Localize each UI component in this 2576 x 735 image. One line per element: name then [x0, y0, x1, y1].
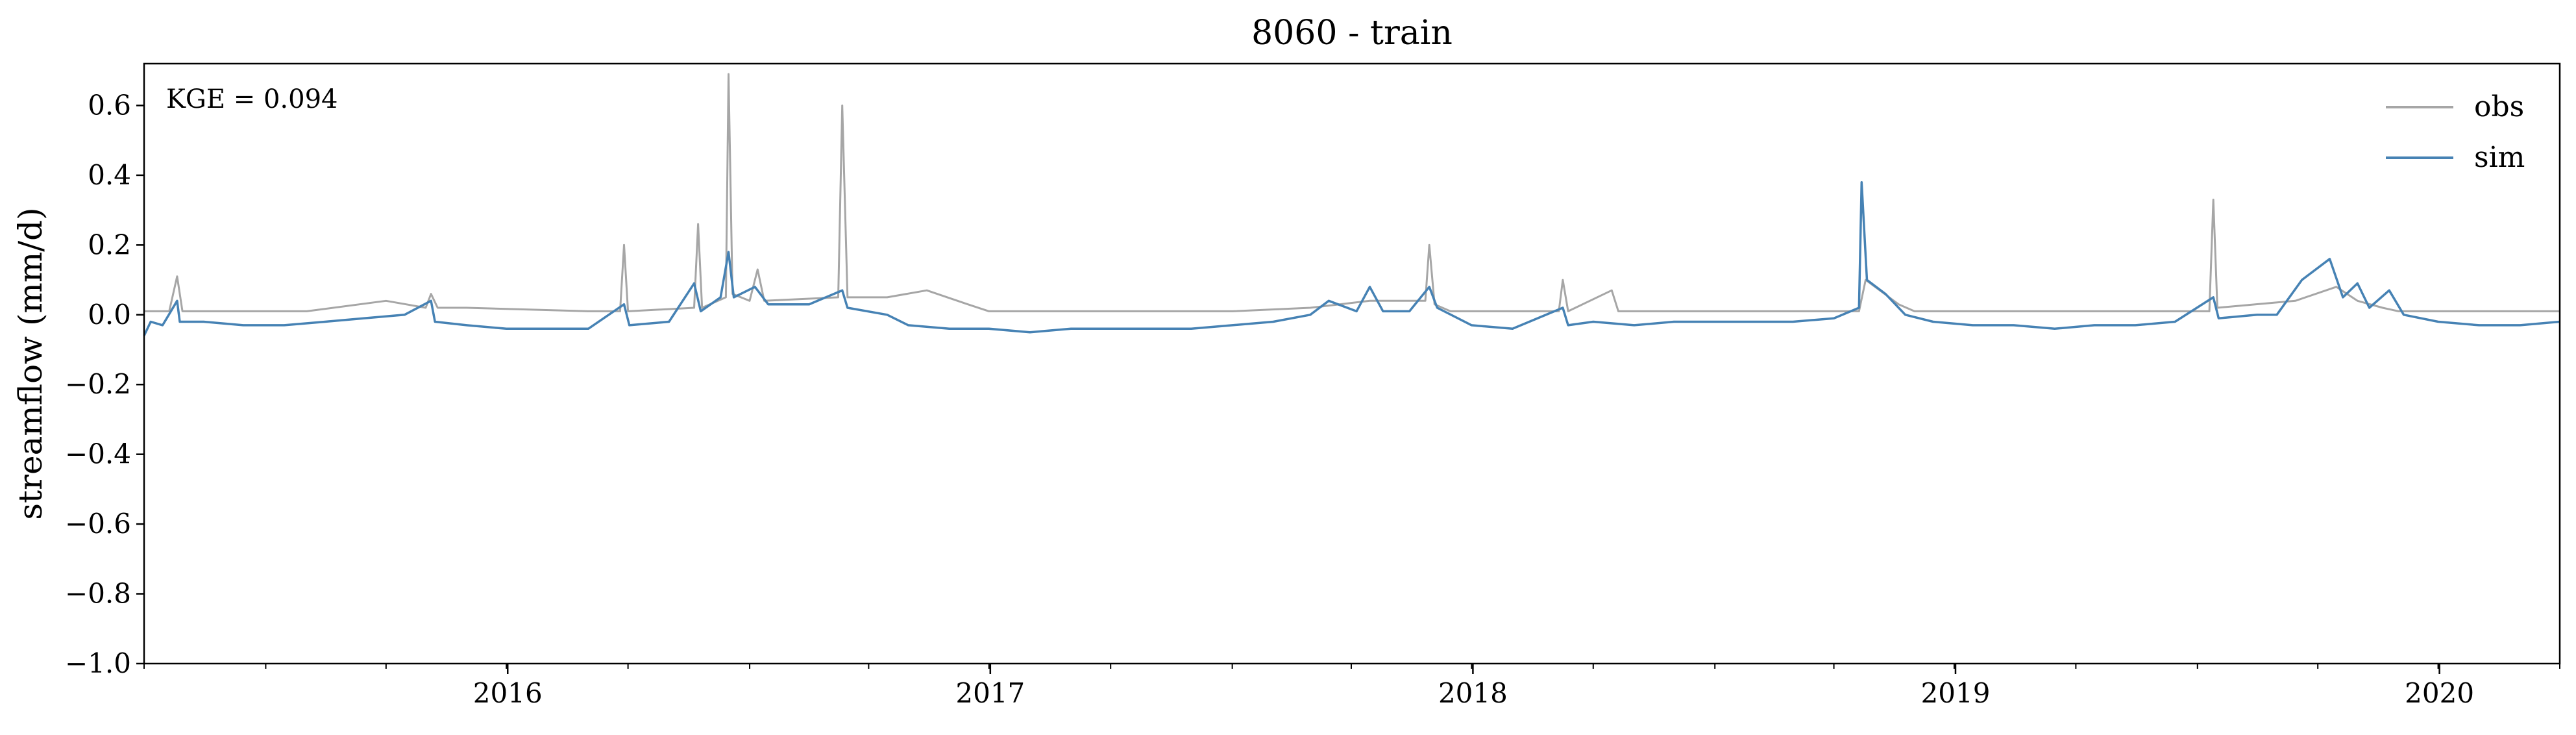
- series-line-sim: [143, 181, 2560, 336]
- legend-label-sim: sim: [2474, 141, 2525, 174]
- y-tick-label: 0.4: [88, 159, 131, 191]
- series-line-obs: [144, 73, 2560, 312]
- y-tick-label: −0.4: [65, 438, 131, 470]
- y-tick-label: −0.2: [65, 368, 131, 400]
- kge-annotation: KGE = 0.094: [166, 84, 338, 114]
- x-tick-label: 2020: [2405, 677, 2474, 709]
- x-tick-label: 2018: [1438, 677, 1508, 709]
- y-tick-label: 0.2: [88, 229, 131, 260]
- x-axis: 2016 2017 2018 2019 2020: [143, 664, 2560, 709]
- x-tick-label: 2017: [955, 677, 1025, 709]
- y-tick-label: −0.8: [65, 578, 131, 610]
- y-axis: −1.0 −0.8 −0.6 −0.4 −0.2 0.0 0.2 0.4 0.6: [65, 89, 144, 679]
- y-tick-label: 0.6: [88, 89, 131, 121]
- legend: obs sim: [2386, 90, 2525, 174]
- y-tick-label: −1.0: [65, 647, 131, 679]
- chart-title: 8060 - train: [1251, 14, 1453, 53]
- series-layer: [143, 73, 2560, 336]
- legend-label-obs: obs: [2474, 90, 2524, 123]
- x-tick-label: 2019: [1921, 677, 1991, 709]
- y-tick-label: −0.6: [65, 508, 131, 540]
- y-tick-label: 0.0: [88, 299, 131, 330]
- y-axis-label: streamflow (mm/d): [12, 207, 49, 519]
- plot-frame: [143, 62, 2561, 665]
- x-tick-label: 2016: [473, 677, 543, 709]
